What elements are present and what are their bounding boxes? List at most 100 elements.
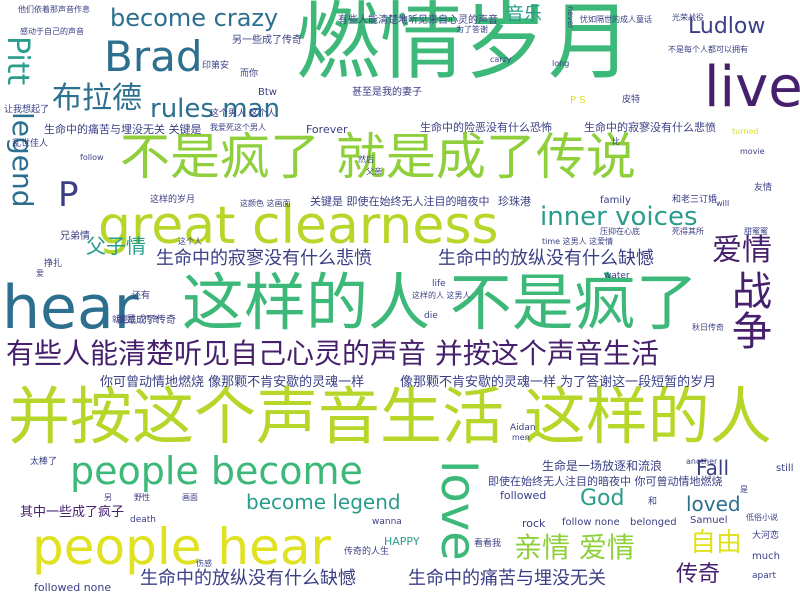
word-brad: Brad xyxy=(104,32,203,81)
word-yexing: 野性 xyxy=(134,493,150,502)
word-huamian: 画面 xyxy=(182,493,198,502)
word-chuanqi2: 传奇的人生 xyxy=(344,547,390,557)
word-movie: movie xyxy=(740,147,765,156)
word-water: water xyxy=(604,271,630,281)
word-sizheng: 死得其所 xyxy=(672,227,704,236)
word-ziyou: 自由 xyxy=(690,528,743,558)
word-samuel: Samuel xyxy=(690,515,728,526)
word-tongku-small: 生命中的痛苦与埋没无关 关键是 xyxy=(44,123,202,136)
word-fuqin: 父亲 xyxy=(366,167,382,176)
word-huanyou: 还有 xyxy=(132,291,151,301)
word-guangguo: 光荣战役 xyxy=(672,13,704,22)
word-bushifengle: 不是疯了 就是成了传说 xyxy=(120,128,636,186)
word-live: live xyxy=(704,55,800,120)
word-chuanqi: 传奇 xyxy=(676,562,721,587)
word-heshi: 和老三订婚 xyxy=(672,195,718,205)
word-time: time 这男人 这爱情 xyxy=(542,237,614,246)
word-nikeceng: 你可曾动情地燃烧 像那颗不肯安歇的灵魂一样 xyxy=(100,375,365,390)
word-weixian: 生命中的险恶没有什么恐怖 xyxy=(420,121,552,134)
word-love: love xyxy=(430,460,486,561)
word-men: men xyxy=(512,433,530,442)
word-youqing: 友情 xyxy=(754,183,773,193)
word-shi: 是 xyxy=(740,485,748,494)
word-followed-none: followed none xyxy=(34,581,112,594)
word-pite: 皮特 xyxy=(622,95,641,105)
word-jishi: 即使在始终无人注目的暗夜中 你可曾动情地燃烧 xyxy=(488,475,723,488)
word-pitt: Pitt xyxy=(0,36,35,86)
word-another: another xyxy=(686,457,718,466)
word-die: die xyxy=(424,311,438,321)
word-rock: rock xyxy=(522,517,546,530)
word-luanshi: 乱世佳人 xyxy=(12,139,49,149)
word-ludlow: Ludlow xyxy=(688,14,766,39)
word-fangzong1: 生命中的放纵没有什么缺憾 xyxy=(438,248,654,269)
word-P: P xyxy=(58,175,79,215)
word-zheyangderen-bushifengle: 这样的人 不是疯了 xyxy=(182,266,698,339)
word-follow: follow xyxy=(80,153,104,162)
word-hear: hear xyxy=(2,273,139,343)
word-youxieren: 有些人能清楚听见自己心灵的声音 并按这个声音生活 xyxy=(6,337,659,370)
word-zheyangsuiyue: 这样的岁月 xyxy=(150,195,196,205)
word-zhenzhugang: 珍珠港 xyxy=(498,195,531,208)
word-xiongdi: 兄弟情 xyxy=(60,231,90,242)
word-life: life xyxy=(432,279,446,289)
word-ruguo: 我爱死这个男人 xyxy=(210,123,266,132)
word-aidan: Aidan xyxy=(510,423,536,433)
word-will: will xyxy=(716,199,730,208)
word-zhege2: 这颜色 这画面 xyxy=(240,199,291,208)
word-lingyixie: 另一些成了传奇 xyxy=(232,35,302,46)
word-fuziqing: 父子情 xyxy=(86,234,146,258)
word-zheyangderen2: 这样的人 这男人 xyxy=(412,291,471,300)
word-much: much xyxy=(752,551,780,562)
word-jiuchengle: 就是成了传奇 xyxy=(116,315,176,326)
word-ranqing-suiyue: 燃情岁月 xyxy=(296,0,633,91)
word-yazhu: 压抑在心底 xyxy=(600,227,640,236)
word-xiangnake: 像那颗不肯安歇的灵魂一样 为了答谢这一段短暂的岁月 xyxy=(400,375,717,390)
word-people-hear: people hear xyxy=(32,518,332,576)
word-yiwei: 忧如隔世的成人童话 xyxy=(580,15,652,24)
word-legend: legend xyxy=(6,112,39,208)
word-loved: loved xyxy=(686,492,741,516)
word-youxie-small: 有些人能清楚地听见来自心灵的声音 xyxy=(338,15,498,26)
word-tamen: 他们依着那声音作息 xyxy=(18,5,90,14)
word-fangzong2: 生命中的放纵没有什么缺憾 xyxy=(140,568,356,589)
word-buzhi: 不是每个人都可以拥有 xyxy=(668,45,748,54)
word-he: 和 xyxy=(648,497,658,507)
word-weile: 为了答谢 xyxy=(456,25,488,34)
word-ai: 爱 xyxy=(36,269,44,278)
word-dahelian: 大河恋 xyxy=(752,531,780,541)
word-carzy: carzy xyxy=(490,55,512,64)
word-rangwo: 让我想起了 xyxy=(4,105,50,115)
word-rules-man: rules man xyxy=(150,94,280,124)
word-death: death xyxy=(130,515,156,525)
word-shanggan: 伤感 xyxy=(196,559,212,568)
word-zhengzha: 挣扎 xyxy=(44,259,63,269)
word-bulade: 布拉德 xyxy=(52,81,142,116)
word-tianmimi: 甜蜜蜜 xyxy=(744,227,768,236)
word-become-legend: become legend xyxy=(246,490,401,514)
word-aiqing: 爱情 xyxy=(712,233,772,268)
word-long: long xyxy=(552,59,570,68)
word-jimo1: 生命中的寂寥没有什么悲愤 xyxy=(156,248,372,269)
word-jimo2: 生命中的寂寥没有什么悲愤 xyxy=(584,121,716,134)
word-qizhong: 其中一些成了疯子 xyxy=(20,505,125,520)
word-guanjian: 关键是 即使在始终无人注目的暗夜中 xyxy=(310,195,490,208)
word-ling: 另 xyxy=(104,493,112,502)
word-yindian: 印第安 xyxy=(202,61,230,71)
word-inner-voices: inner voices xyxy=(540,202,698,232)
word-ganji: 感动于自己的声音 xyxy=(20,27,84,36)
word-bi: 比 xyxy=(612,137,620,146)
word-fall: Fall xyxy=(696,456,730,480)
word-turned: turned xyxy=(732,127,759,136)
word-god: God xyxy=(580,486,625,511)
word-become-crazy: become crazy xyxy=(110,4,279,32)
word-taibangle: 太棒了 xyxy=(30,457,58,467)
word-never: never xyxy=(566,6,575,29)
word-great-clearness: great clearness xyxy=(98,196,499,256)
word-yinyue: 音乐 xyxy=(506,4,542,25)
word-kankan: 看看我 xyxy=(474,539,502,549)
word-tongku: 生命中的痛苦与埋没无关 xyxy=(408,568,606,589)
word-forever: Forever xyxy=(306,123,348,136)
word-zheyangderen-small: 这个男人 这个人 xyxy=(210,109,276,119)
